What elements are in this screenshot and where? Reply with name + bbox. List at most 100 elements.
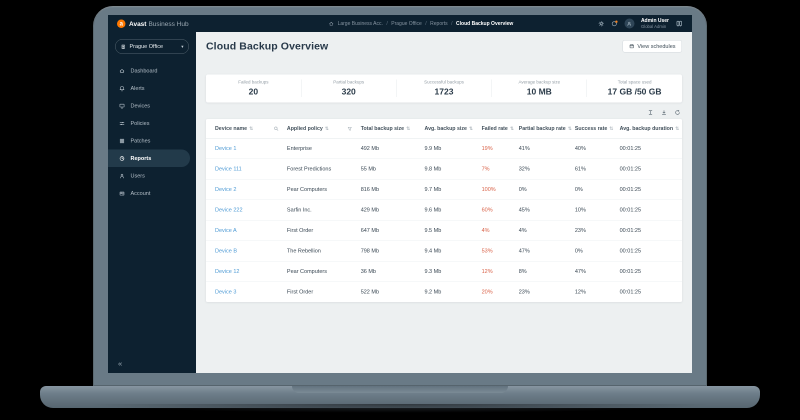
user-name: Admin User <box>640 17 669 24</box>
sort-icon[interactable]: ⇅ <box>675 125 680 132</box>
column-header-partial-backup-rate[interactable]: Partial backup rate ⇅ <box>519 126 575 132</box>
stat-failed-backups: Failed backups 20 <box>206 80 301 98</box>
backup-report-table: Device name ⇅ Applied policy ⇅ Total backup … <box>206 119 682 302</box>
column-header-failed-rate[interactable]: Failed rate ⇅ <box>482 126 519 132</box>
sidebar-item-dashboard[interactable]: Dashboard <box>108 62 190 80</box>
location-label: Prague Office <box>129 43 164 50</box>
sidebar-item-label: Reports <box>130 155 152 162</box>
breadcrumb-separator: / <box>451 20 453 27</box>
success-rate-cell: 0% <box>574 248 583 254</box>
total-backup-size-cell: 647 Mb <box>360 227 380 234</box>
applied-policy-cell: The Rebellion <box>286 248 321 254</box>
failed-rate-cell: 7% <box>481 166 490 172</box>
sidebar-item-reports[interactable]: Reports <box>108 149 190 167</box>
device-name-cell[interactable]: Device B <box>215 248 238 254</box>
stat-value: 10 MB <box>526 87 552 97</box>
filter-icon[interactable] <box>347 126 359 132</box>
console-switcher-icon[interactable] <box>676 20 684 28</box>
stat-label: Failed backups <box>238 79 269 85</box>
breadcrumb-item[interactable]: Large Business Acc. <box>337 20 383 27</box>
location-selector[interactable]: Prague Office ▾ <box>115 39 189 54</box>
partial-backup-rate-cell: 47% <box>518 248 530 254</box>
columns-icon[interactable] <box>648 110 654 116</box>
breadcrumb-separator: / <box>386 20 388 27</box>
sidebar-item-label: Dashboard <box>130 67 158 74</box>
sidebar: Prague Office ▾ Dashboard Alerts Devices Po… <box>108 32 196 373</box>
avast-logo-icon: a <box>117 19 126 28</box>
sidebar-item-alerts[interactable]: Alerts <box>108 80 190 98</box>
account-icon <box>119 190 125 196</box>
table-row: Device B The Rebellion 798 Mb 9.4 Mb 53% 47% 0… <box>206 241 682 262</box>
notifications-icon[interactable] <box>611 20 618 27</box>
device-name-cell[interactable]: Device 2 <box>215 186 237 193</box>
breadcrumb-item[interactable]: Reports <box>430 20 448 27</box>
avg-backup-size-cell: 9.7 Mb <box>424 186 442 193</box>
applied-policy-cell: Enterprise <box>286 145 312 152</box>
success-rate-cell: 61% <box>574 166 586 172</box>
sidebar-item-policies[interactable]: Policies <box>108 115 190 133</box>
sidebar-item-patches[interactable]: Patches <box>108 132 190 150</box>
sidebar-item-users[interactable]: Users <box>108 167 190 185</box>
column-label: Avg. backup size <box>424 125 467 132</box>
success-rate-cell: 0% <box>574 186 583 193</box>
stat-label: Average backup size <box>518 79 561 85</box>
device-name-cell[interactable]: Device 222 <box>215 207 243 213</box>
device-name-cell[interactable]: Device 1 <box>215 145 237 152</box>
building-icon <box>121 44 127 50</box>
stat-value: 17 GB /50 GB <box>607 87 662 97</box>
column-header-applied-policy[interactable]: Applied policy ⇅ <box>287 126 361 132</box>
applied-policy-cell: Forest Predictions <box>286 166 332 172</box>
column-header-success-rate[interactable]: Success rate ⇅ <box>575 126 620 132</box>
partial-backup-rate-cell: 32% <box>518 166 530 172</box>
avg-backup-size-cell: 9.9 Mb <box>424 145 442 152</box>
column-label: Success rate <box>574 125 608 132</box>
settings-gear-icon[interactable] <box>598 20 605 27</box>
policies-icon <box>119 120 125 126</box>
summary-stats-card: Failed backups 20 Partial backups 320 Succes… <box>206 74 682 103</box>
applied-policy-cell: First Order <box>286 289 314 295</box>
avg-backup-duration-cell: 00:01:25 <box>619 268 642 275</box>
home-icon[interactable] <box>329 21 335 27</box>
sidebar-item-account[interactable]: Account <box>108 185 190 203</box>
device-name-cell[interactable]: Device 12 <box>215 268 240 275</box>
search-icon[interactable] <box>273 126 285 132</box>
stat-partial-backups: Partial backups 320 <box>300 79 396 97</box>
avatar[interactable] <box>624 18 635 29</box>
column-header-total-backup-size[interactable]: Total backup size ⇅ <box>361 126 425 132</box>
column-header-device-name[interactable]: Device name ⇅ <box>206 126 287 132</box>
brand-rest: Business Hub <box>148 19 189 28</box>
sidebar-collapse-button[interactable]: « <box>118 359 123 369</box>
device-name-cell[interactable]: Device 3 <box>215 289 237 295</box>
patches-icon <box>119 138 125 144</box>
partial-backup-rate-cell: 0% <box>518 186 527 193</box>
view-schedules-button[interactable]: View schedules <box>622 40 682 53</box>
failed-rate-cell: 12% <box>481 268 493 275</box>
applied-policy-cell: Sarfin Inc. <box>286 207 312 213</box>
table-row: Device 1 Enterprise 492 Mb 9.9 Mb 19% 41% 40% 0… <box>206 139 682 159</box>
total-backup-size-cell: 55 Mb <box>360 166 376 172</box>
user-menu[interactable]: Admin User Global Admin <box>641 18 669 29</box>
failed-rate-cell: 4% <box>481 227 490 234</box>
stat-value: 20 <box>248 87 259 97</box>
device-name-cell[interactable]: Device A <box>215 227 237 234</box>
export-icon[interactable] <box>661 110 667 116</box>
avg-backup-duration-cell: 00:01:25 <box>619 289 642 295</box>
device-name-cell[interactable]: Device 111 <box>215 166 242 172</box>
user-role: Global Admin <box>640 23 667 29</box>
sort-icon[interactable]: ⇅ <box>406 125 411 132</box>
sort-icon[interactable]: ⇅ <box>609 125 614 132</box>
failed-rate-cell: 53% <box>481 248 493 254</box>
sort-icon[interactable]: ⇅ <box>249 125 254 132</box>
sort-icon[interactable]: ⇅ <box>324 125 329 132</box>
sort-icon[interactable]: ⇅ <box>509 125 514 132</box>
sort-icon[interactable]: ⇅ <box>468 125 473 132</box>
sort-icon[interactable]: ⇅ <box>567 125 572 132</box>
breadcrumb-item[interactable]: Prague Office <box>391 20 422 27</box>
laptop-base <box>40 386 760 408</box>
sidebar-item-devices[interactable]: Devices <box>108 97 190 115</box>
refresh-icon[interactable] <box>675 110 681 116</box>
column-header-avg-backup-size[interactable]: Avg. backup size ⇅ <box>424 126 481 132</box>
column-header-avg-backup-duration[interactable]: Avg. backup duration ⇅ <box>620 126 682 132</box>
breadcrumb: Large Business Acc. / Prague Office / Report… <box>329 20 513 27</box>
total-backup-size-cell: 522 Mb <box>360 289 380 295</box>
